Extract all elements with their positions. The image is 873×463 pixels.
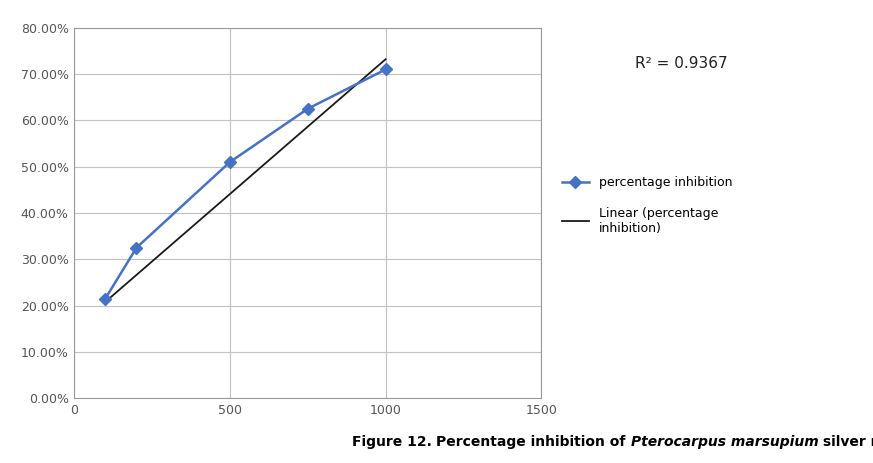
Text: silver nanoparticles: silver nanoparticles <box>819 435 873 449</box>
Text: Pterocarpus marsupium: Pterocarpus marsupium <box>631 435 819 449</box>
Text: Figure 12.: Figure 12. <box>352 435 436 449</box>
Legend: percentage inhibition, Linear (percentage
inhibition): percentage inhibition, Linear (percentag… <box>561 176 732 235</box>
Text: Percentage inhibition of: Percentage inhibition of <box>436 435 631 449</box>
Text: R² = 0.9367: R² = 0.9367 <box>635 56 727 70</box>
